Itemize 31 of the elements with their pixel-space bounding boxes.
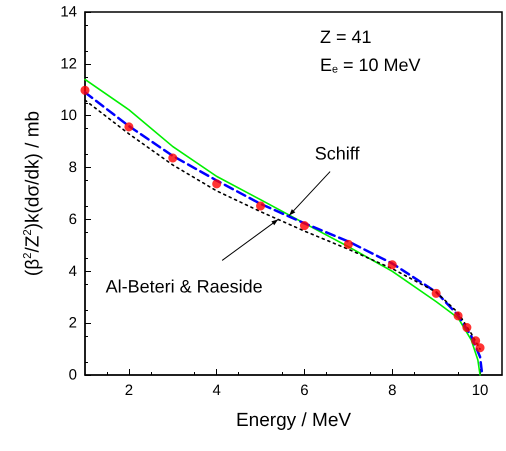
x-tick-label: 10 <box>472 382 488 399</box>
annotation: Schiff <box>314 144 360 164</box>
point <box>168 153 178 162</box>
point <box>388 260 397 270</box>
y-tick-label: 6 <box>68 210 77 228</box>
point <box>476 343 485 352</box>
y-tick-label: 2 <box>68 314 77 332</box>
point <box>80 86 90 95</box>
annotation: Z = 41 <box>320 27 372 47</box>
point <box>454 311 463 320</box>
y-tick-label: 14 <box>60 4 77 20</box>
x-tick-label: 8 <box>388 382 396 399</box>
x-tick-label: 2 <box>124 382 134 399</box>
x-tick-label: 6 <box>300 382 309 399</box>
y-axis-title: (β2/Z2)k(dσ/dk) / mb <box>22 110 44 276</box>
x-axis-title: Energy / MeV <box>236 410 352 431</box>
point <box>212 179 222 188</box>
point <box>471 336 480 346</box>
point <box>256 201 266 210</box>
x-tick-label: 4 <box>212 382 221 399</box>
y-tick-label: 12 <box>60 55 77 72</box>
y-tick-label: 10 <box>60 107 77 124</box>
y-tick-label: 4 <box>68 262 77 280</box>
y-tick-label: 0 <box>68 366 77 384</box>
annotation: Al-Beteri & Raeside <box>106 276 263 296</box>
point <box>124 122 134 132</box>
y-tick-label: 8 <box>68 159 77 176</box>
point <box>462 323 472 332</box>
point <box>300 221 309 230</box>
point <box>432 288 441 298</box>
point <box>344 240 353 249</box>
